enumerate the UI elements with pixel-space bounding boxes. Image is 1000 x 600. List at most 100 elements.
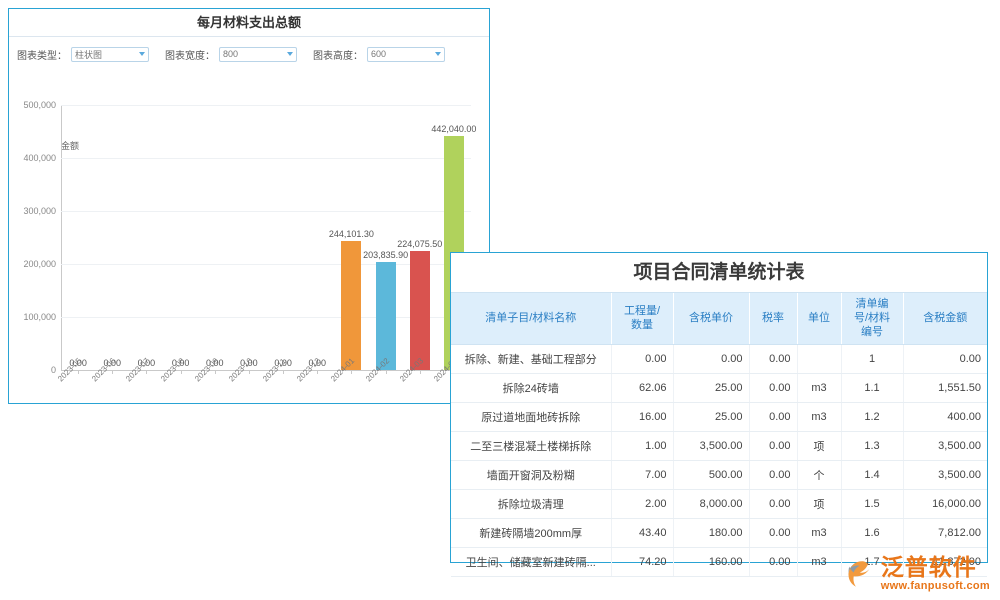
- bar-value-label: 0.00: [103, 358, 121, 368]
- cell-item-code: 1.6: [841, 518, 904, 549]
- table-row[interactable]: 新建砖隔墙200mm厚 43.40 180.00 0.00 m3 1.6 7,812.00: [451, 518, 987, 549]
- bar-column[interactable]: 224,075.50: [397, 105, 442, 370]
- bar-column[interactable]: 0.00: [95, 105, 129, 370]
- chart-height-value: 600: [371, 49, 387, 59]
- bar-column[interactable]: 0.00: [198, 105, 232, 370]
- cell-item-code: 1.4: [841, 460, 904, 491]
- cell-unit-price: 25.00: [673, 373, 750, 404]
- bar[interactable]: [409, 251, 430, 370]
- cell-amount: 1,551.50: [903, 373, 987, 404]
- cell-item-name: 卫生间、储藏室新建砖隔...: [451, 547, 612, 578]
- contract-list-statistics-panel: 项目合同清单统计表 清单子目/材料名称 工程量/数量 含税单价 税率 单位 清单…: [450, 252, 988, 578]
- bar-value-label: 0.00: [240, 358, 258, 368]
- cell-quantity: 43.40: [611, 518, 674, 549]
- gridline: 0: [51, 365, 471, 375]
- cell-item-name: 拆除垃圾清理: [451, 489, 612, 520]
- cell-unit-price: 500.00: [673, 460, 750, 491]
- table-panel-title: 项目合同清单统计表: [451, 253, 987, 293]
- column-header-amount[interactable]: 含税金额: [903, 293, 987, 346]
- cell-unit-price: 8,000.00: [673, 489, 750, 520]
- cell-amount: 7,812.00: [903, 518, 987, 549]
- bar[interactable]: [375, 261, 396, 370]
- chart-height-group: 图表高度： 600: [313, 46, 445, 62]
- cell-item-name: 墙面开窗洞及粉糊: [451, 460, 612, 491]
- chart-type-group: 图表类型： 柱状图: [17, 46, 149, 62]
- bar-column[interactable]: 0.00: [266, 105, 300, 370]
- table-row[interactable]: 原过道地面地砖拆除 16.00 25.00 0.00 m3 1.2 400.00: [451, 402, 987, 433]
- chart-height-label: 图表高度：: [313, 50, 363, 62]
- cell-unit-price: 25.00: [673, 402, 750, 433]
- column-header-unit-price[interactable]: 含税单价: [673, 293, 750, 346]
- chart-height-select[interactable]: 600: [367, 46, 445, 62]
- cell-quantity: 74.20: [611, 547, 674, 578]
- bar-column[interactable]: 0.00: [164, 105, 198, 370]
- cell-tax-rate: 0.00: [749, 373, 798, 404]
- bar-column[interactable]: 0.00: [129, 105, 163, 370]
- cell-tax-rate: 0.00: [749, 518, 798, 549]
- column-header-item-name[interactable]: 清单子目/材料名称: [451, 293, 612, 346]
- cell-tax-rate: 0.00: [749, 460, 798, 491]
- column-header-unit[interactable]: 单位: [797, 293, 842, 346]
- bar-value-label: 0.00: [274, 358, 292, 368]
- bar-column[interactable]: 0.00: [300, 105, 334, 370]
- x-axis-tick-mark: [214, 370, 216, 374]
- bar-column[interactable]: 203,835.90: [363, 105, 408, 370]
- monthly-material-expense-panel: 每月材料支出总额 图表类型： 柱状图 图表宽度： 800 图表高度： 600 金: [8, 8, 490, 404]
- bar-value-label: 0.00: [137, 358, 156, 368]
- x-axis-tick-mark: [78, 370, 80, 374]
- bar-column[interactable]: 0.00: [232, 105, 266, 370]
- bar-column[interactable]: 244,101.30: [329, 105, 374, 370]
- cell-item-code: 1: [841, 344, 904, 375]
- cell-quantity: 7.00: [611, 460, 674, 491]
- cell-unit: 个: [797, 460, 842, 491]
- cell-unit: m3: [797, 518, 842, 549]
- cell-quantity: 0.00: [611, 344, 674, 375]
- table-row[interactable]: 拆除24砖墙 62.06 25.00 0.00 m3 1.1 1,551.50: [451, 373, 987, 404]
- table-row[interactable]: 卫生间、储藏室新建砖隔... 74.20 160.00 0.00 m3 1.7 11,872…: [451, 547, 987, 578]
- cell-tax-rate: 0.00: [749, 402, 798, 433]
- bar-value-label: 0.00: [205, 358, 224, 368]
- gridline: 100,000: [23, 312, 471, 322]
- gridline: 500,000: [23, 100, 471, 110]
- table-row[interactable]: 拆除垃圾清理 2.00 8,000.00 0.00 项 1.5 16,000.00: [451, 489, 987, 520]
- chart-width-label: 图表宽度：: [165, 50, 215, 62]
- cell-amount: 400.00: [903, 402, 987, 433]
- cell-unit-price: 3,500.00: [673, 431, 750, 462]
- table-row[interactable]: 二至三楼混凝土楼梯拆除 1.00 3,500.00 0.00 项 1.3 3,500.00: [451, 431, 987, 462]
- x-axis-tick-mark: [180, 370, 182, 374]
- cell-tax-rate: 0.00: [749, 489, 798, 520]
- chart-width-value: 800: [223, 49, 239, 59]
- cell-tax-rate: 0.00: [749, 547, 798, 578]
- cell-unit: m3: [797, 373, 842, 404]
- chart-width-select[interactable]: 800: [219, 46, 297, 62]
- cell-tax-rate: 0.00: [749, 431, 798, 462]
- y-axis-tick-label: 200,000: [23, 259, 56, 269]
- column-header-item-code[interactable]: 清单编 号/材料 编号: [841, 293, 904, 346]
- x-axis-tick-mark: [146, 370, 148, 374]
- cell-item-name: 新建砖隔墙200mm厚: [451, 518, 612, 549]
- bar-column[interactable]: 0.00: [61, 105, 95, 370]
- table-header-row: 清单子目/材料名称 工程量/数量 含税单价 税率 单位 清单编 号/材料 编号 含税…: [451, 293, 987, 346]
- bar-value-label: 0.00: [69, 358, 87, 368]
- bar[interactable]: [341, 240, 362, 370]
- table-row[interactable]: 拆除、新建、基础工程部分 0.00 0.00 0.00 1 0.00: [451, 344, 987, 375]
- cell-item-code: 1.2: [841, 402, 904, 433]
- cell-quantity: 1.00: [611, 431, 674, 462]
- chart-controls-bar: 图表类型： 柱状图 图表宽度： 800 图表高度： 600: [9, 37, 489, 65]
- chart-type-select[interactable]: 柱状图: [71, 46, 149, 62]
- x-axis-tick-mark: [248, 370, 250, 374]
- gridline: 200,000: [23, 259, 471, 269]
- table-row[interactable]: 墙面开窗洞及粉糊 7.00 500.00 0.00 个 1.4 3,500.00: [451, 460, 987, 491]
- cell-quantity: 2.00: [611, 489, 674, 520]
- cell-item-name: 拆除、新建、基础工程部分: [451, 344, 612, 375]
- gridline: 300,000: [23, 206, 471, 216]
- column-header-quantity[interactable]: 工程量/数量: [611, 293, 674, 346]
- bar-value-label: 0.00: [171, 358, 190, 368]
- cell-item-code: 1.5: [841, 489, 904, 520]
- y-axis-line: [61, 105, 62, 370]
- column-header-tax-rate[interactable]: 税率: [749, 293, 798, 346]
- table-body: 拆除、新建、基础工程部分 0.00 0.00 0.00 1 0.00 拆除24砖墙 62.06…: [451, 344, 987, 578]
- cell-item-name: 原过道地面地砖拆除: [451, 402, 612, 433]
- bar-value-label: 0.00: [308, 358, 326, 368]
- cell-amount: 0.00: [903, 344, 987, 375]
